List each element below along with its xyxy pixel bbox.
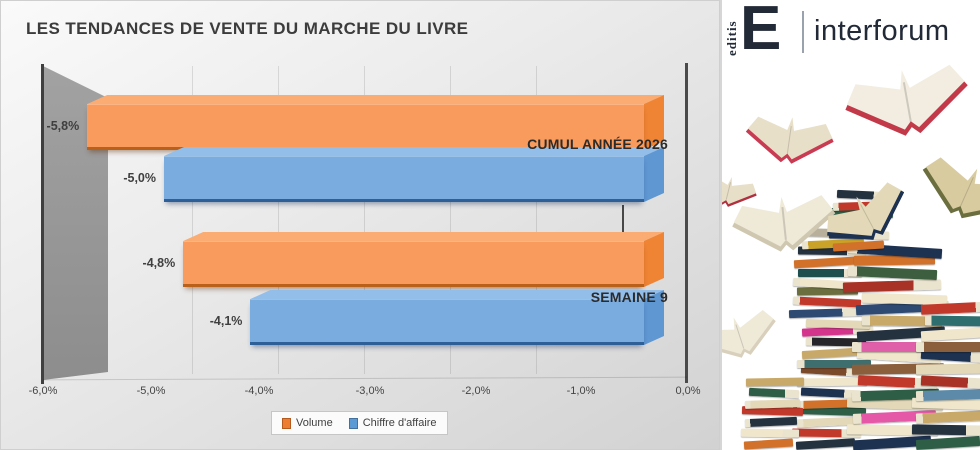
logo-divider	[802, 11, 804, 53]
bar-volume-0-top	[87, 95, 664, 104]
logo-row: editis E interforum	[722, 0, 980, 64]
flying-book-0	[842, 64, 973, 146]
x-tick-label-2: -4,0%	[244, 385, 274, 397]
legend-label-1: Chiffre d'affaire	[362, 417, 437, 429]
book-spine	[915, 410, 980, 424]
editis-logo-mark: E	[740, 0, 782, 63]
book-spine	[741, 428, 799, 438]
x-tick-label-6: 0,0%	[675, 385, 701, 397]
gridline-3	[450, 66, 451, 374]
flying-book-pages	[912, 145, 980, 236]
book-spine	[796, 438, 856, 450]
book-spine	[788, 307, 864, 319]
zero-axis-line	[685, 63, 688, 383]
book-spine	[848, 265, 938, 281]
book-spine	[745, 377, 805, 387]
bar-volume-1	[183, 241, 644, 287]
chart-panel: LES TENDANCES DE VENTE DU MARCHE DU LIVR…	[0, 0, 720, 450]
bar-volume-1-label: -4,8%	[142, 256, 176, 270]
book-spine	[744, 438, 794, 450]
book-spine	[915, 388, 980, 402]
category-label-1: SEMAINE 9	[590, 289, 668, 305]
flying-book-5	[722, 302, 782, 368]
flying-book-spine-line	[859, 203, 874, 229]
x-tick-label-3: -3,0%	[355, 385, 385, 397]
bar-chiffre-d-affaire-1-end	[644, 290, 664, 345]
flying-book-spine-line	[725, 182, 730, 200]
flying-book-spine-line	[781, 207, 786, 240]
book-spine	[851, 342, 949, 352]
bar-volume-1-end	[644, 232, 664, 287]
gridline-0	[192, 66, 193, 374]
zero-gridline-segment	[622, 205, 624, 235]
book-spine	[916, 363, 980, 375]
flying-book-spine-line	[735, 324, 744, 348]
category-label-0: CUMUL ANNÉE 2026	[527, 136, 668, 152]
gridline-2	[364, 66, 365, 374]
legend-item-1: Chiffre d'affaire	[348, 417, 437, 429]
chart-title: LES TENDANCES DE VENTE DU MARCHE DU LIVR…	[26, 19, 469, 38]
legend-label-0: Volume	[296, 417, 333, 429]
interforum-wordmark: interforum	[814, 15, 950, 47]
book-spine	[793, 296, 861, 308]
bar-chiffre-d-affaire-1	[250, 299, 644, 345]
flying-book-spine-line	[786, 125, 792, 153]
bar-volume-0-label: -5,8%	[46, 119, 80, 133]
book-spine	[911, 424, 980, 436]
flying-book-1	[743, 107, 834, 169]
bar-chiffre-d-affaire-0-end	[644, 147, 664, 202]
x-tick-label-5: -1,0%	[566, 385, 596, 397]
bar-volume-1-top	[183, 232, 664, 241]
legend-swatch-0	[282, 417, 291, 429]
chart-floor-edge	[43, 376, 687, 381]
chart-legend: Volume Chiffre d'affaire	[271, 411, 448, 435]
book-spine	[797, 360, 871, 368]
bar-chiffre-d-affaire-1-label: -4,1%	[209, 314, 243, 328]
flying-book-spine-line	[959, 177, 973, 206]
book-spine	[797, 269, 863, 277]
gridline-4	[536, 66, 537, 374]
x-tick-label-1: -5,0%	[136, 385, 166, 397]
book-spine	[925, 315, 980, 327]
bar-chiffre-d-affaire-0-label: -5,0%	[123, 171, 156, 185]
book-spine	[748, 387, 800, 399]
book-spine	[842, 279, 942, 293]
flying-book-pages	[722, 302, 782, 368]
books-stack-photo	[722, 64, 980, 450]
flying-book-spine-line	[903, 82, 912, 121]
gridline-1	[278, 66, 279, 374]
book-spine	[744, 416, 798, 428]
book-spine	[916, 342, 980, 352]
editis-wordmark: editis	[724, 20, 739, 56]
flying-book-2	[912, 145, 980, 236]
brand-panel: editis E interforum	[720, 0, 980, 450]
book-spine	[797, 377, 867, 387]
x-tick-label-0: -6,0%	[28, 385, 58, 397]
bar-volume-0-end	[644, 95, 664, 150]
bar-chiffre-d-affaire-0-top	[164, 147, 664, 156]
chart-3d-wall-edge	[41, 64, 44, 384]
legend-swatch-1	[348, 417, 358, 429]
bar-chiffre-d-affaire-0	[164, 156, 644, 202]
x-tick-label-4: -2,0%	[461, 385, 491, 397]
legend-item-0: Volume	[282, 417, 333, 429]
bar-chiffre-d-affaire-1-top	[250, 290, 664, 299]
